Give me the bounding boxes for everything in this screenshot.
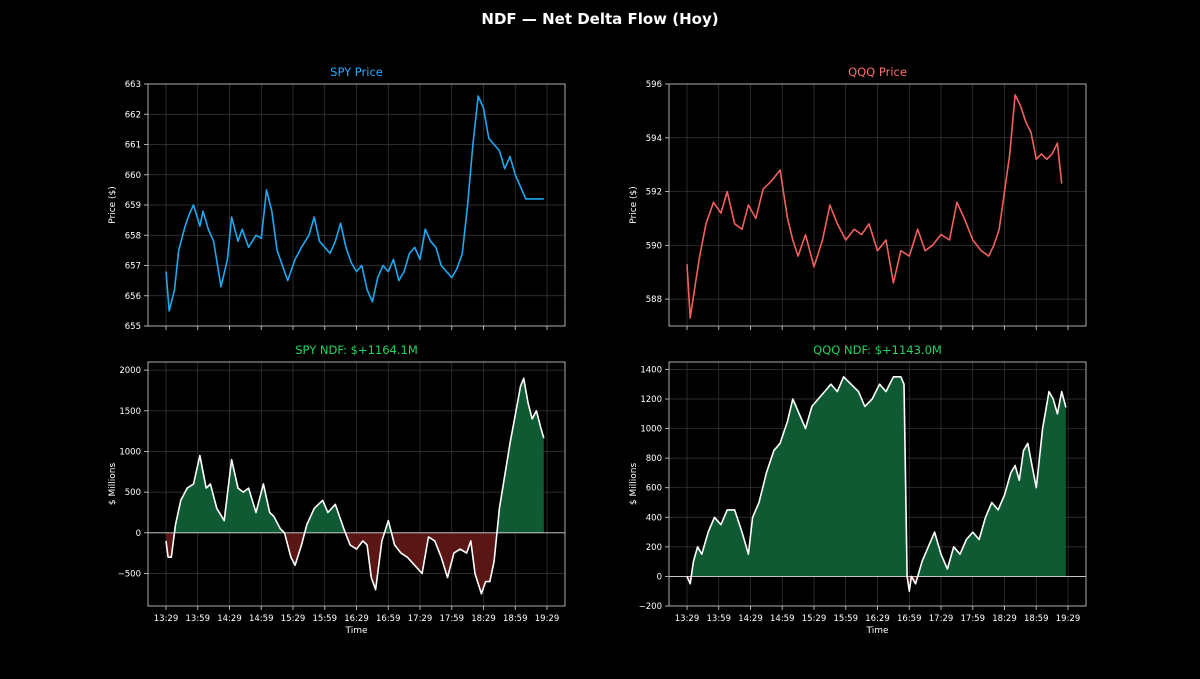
spy_ndf-series-line — [165, 377, 545, 595]
qqq_ndf-xtick-label-10: 18:29 — [992, 614, 1017, 624]
spy_ndf-negative-area — [166, 532, 544, 594]
qqq_ndf-ytick-label-2: 200 — [646, 543, 662, 553]
qqq_price-ytick-label-4: 596 — [646, 80, 662, 90]
qqq_price-ytick-label-2: 592 — [646, 188, 662, 198]
qqq_ndf-ytick-label-3: 400 — [646, 513, 662, 523]
qqq_ndf-xtick-label-2: 14:29 — [738, 614, 763, 624]
spy_price-ytick-label-4: 659 — [125, 201, 141, 211]
spy_ndf-ytick-label-5: 2000 — [119, 366, 141, 376]
spy_ndf-ytick-label-3: 1000 — [119, 447, 141, 457]
qqq_price-ytick-label-1: 590 — [646, 241, 662, 251]
spy_ndf-ylabel: $ Millions — [108, 463, 118, 506]
spy_ndf-xtick-label-7: 16:59 — [376, 614, 401, 624]
spy_price-title: SPY Price — [330, 65, 383, 79]
qqq_price-panel: 588 590 592 594 596 QQQ Price Price ($) — [629, 65, 1087, 330]
qqq_ndf-xlabel: Time — [865, 626, 888, 636]
qqq_ndf-ytick-label-0: −200 — [639, 602, 662, 612]
qqq_ndf-ytick-label-1: 0 — [657, 572, 662, 582]
spy_price-ytick-label-7: 662 — [125, 110, 141, 120]
spy_ndf-ytick-label-0: −500 — [118, 569, 141, 579]
qqq_ndf-title: QQQ NDF: $+1143.0M — [813, 343, 942, 357]
spy_ndf-xtick-label-2: 14:29 — [217, 614, 242, 624]
spy_ndf-ytick-label-2: 500 — [125, 488, 141, 498]
spy_price-series-line — [165, 95, 544, 312]
qqq_ndf-xtick-label-11: 18:59 — [1024, 614, 1049, 624]
spy_ndf-xtick-label-11: 18:59 — [503, 614, 528, 624]
qqq_price-ylabel: Price ($) — [629, 186, 639, 224]
spy_price-ylabel: Price ($) — [108, 186, 118, 224]
spy_price-ytick-label-6: 661 — [125, 141, 141, 151]
qqq_price-ytick-label-3: 594 — [646, 134, 662, 144]
spy_ndf-xlabel: Time — [344, 626, 367, 636]
qqq_ndf-xtick-label-4: 15:29 — [802, 614, 827, 624]
qqq_ndf-xtick-label-7: 16:59 — [897, 614, 922, 624]
qqq_price-title: QQQ Price — [848, 65, 907, 79]
spy_ndf-xtick-label-1: 13:59 — [186, 614, 211, 624]
qqq_ndf-ytick-label-6: 1000 — [640, 425, 662, 435]
qqq_ndf-xtick-label-5: 15:59 — [834, 614, 859, 624]
spy_ndf-xtick-label-8: 17:29 — [408, 614, 433, 624]
spy_price-ytick-label-2: 657 — [125, 262, 141, 272]
spy_price-ytick-label-1: 656 — [125, 292, 141, 302]
qqq_ndf-xtick-label-1: 13:59 — [707, 614, 732, 624]
spy_ndf-xtick-label-10: 18:29 — [471, 614, 496, 624]
qqq_ndf-xtick-label-6: 16:29 — [865, 614, 890, 624]
qqq_ndf-xtick-label-8: 17:29 — [929, 614, 954, 624]
qqq_ndf-ytick-label-7: 1200 — [640, 395, 662, 405]
spy_price-ytick-label-3: 658 — [125, 231, 141, 241]
figure-title: NDF — Net Delta Flow (Hoy) — [481, 10, 719, 28]
qqq_ndf-ytick-label-8: 1400 — [640, 365, 662, 375]
qqq_ndf-series-line — [686, 376, 1067, 592]
qqq_ndf-ytick-label-5: 800 — [646, 454, 662, 464]
spy_price-panel: 655 656 657 658 659 660 661 662 663 SPY Price Pric… — [108, 65, 566, 332]
qqq_ndf-ytick-label-4: 600 — [646, 484, 662, 494]
spy_ndf-xtick-label-3: 14:59 — [249, 614, 274, 624]
qqq_price-ytick-label-0: 588 — [646, 295, 662, 305]
spy_ndf-xtick-label-0: 13:29 — [154, 614, 179, 624]
qqq_ndf-xtick-label-3: 14:59 — [770, 614, 795, 624]
spy_ndf-xtick-label-12: 19:29 — [535, 614, 560, 624]
spy_price-ytick-label-8: 663 — [125, 80, 141, 90]
qqq_ndf-ylabel: $ Millions — [629, 463, 639, 506]
spy_ndf-panel: −500 0 500 1000 1500 2000 13:29 13:59 14:29 14:59… — [108, 343, 566, 636]
qqq_ndf-panel: −200 0 200 400 600 800 1000 1200 1400 13:29 13:59 1… — [629, 343, 1087, 636]
spy_ndf-xtick-label-4: 15:29 — [281, 614, 306, 624]
spy_ndf-xtick-label-9: 17:59 — [440, 614, 465, 624]
qqq_ndf-xtick-label-0: 13:29 — [675, 614, 700, 624]
spy_ndf-xtick-label-6: 16:29 — [344, 614, 369, 624]
spy_price-ytick-label-0: 655 — [125, 322, 141, 332]
spy_ndf-title: SPY NDF: $+1164.1M — [295, 343, 418, 357]
qqq_ndf-xtick-label-12: 19:29 — [1056, 614, 1081, 624]
qqq_ndf-positive-area — [687, 376, 1066, 577]
spy_price-ytick-label-5: 660 — [125, 171, 141, 181]
spy_ndf-ytick-label-1: 0 — [136, 529, 141, 539]
spy_ndf-positive-area — [166, 378, 544, 533]
spy_ndf-xtick-label-5: 15:59 — [313, 614, 338, 624]
qqq_price-series-line — [686, 94, 1063, 319]
qqq_ndf-xtick-label-9: 17:59 — [961, 614, 986, 624]
spy_ndf-ytick-label-4: 1500 — [119, 407, 141, 417]
